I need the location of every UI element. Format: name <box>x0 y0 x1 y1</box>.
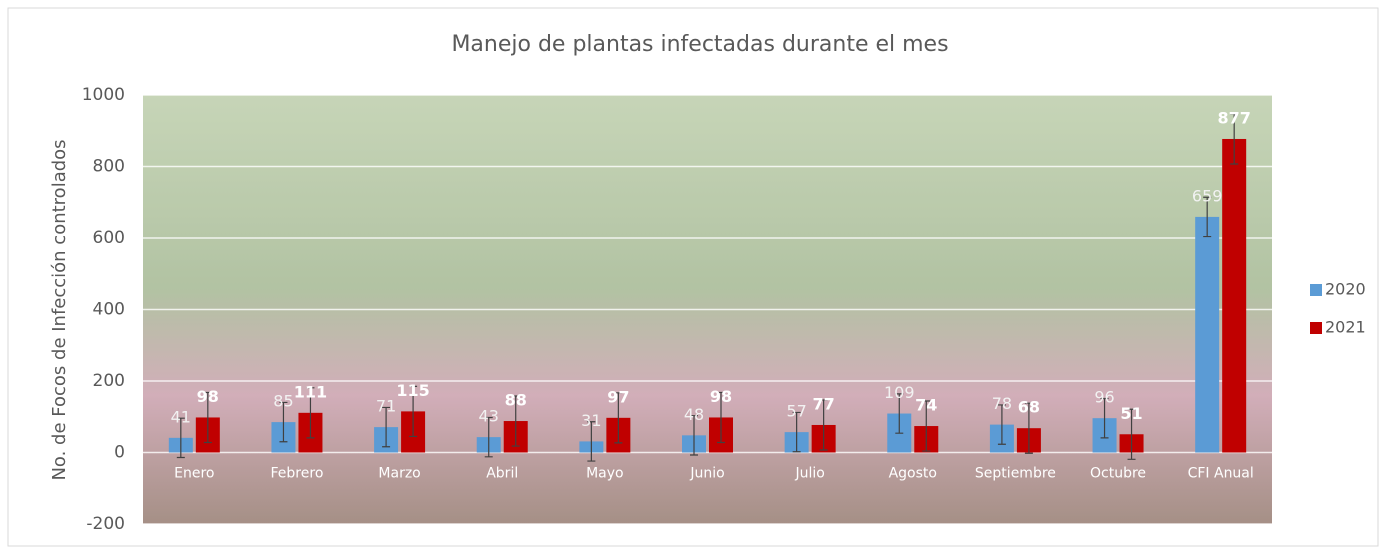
x-tick-label: Junio <box>689 466 724 482</box>
data-label: 48 <box>684 405 704 424</box>
y-tick-label: 1000 <box>82 85 125 105</box>
y-axis-label: No. de Focos de Infección controlados <box>49 139 70 480</box>
data-label: 68 <box>1018 398 1040 417</box>
y-tick-label: 200 <box>93 371 125 391</box>
data-label: 98 <box>710 387 732 406</box>
legend-label: 2021 <box>1325 318 1366 337</box>
x-tick-label: Enero <box>174 466 214 482</box>
data-label: 74 <box>915 396 937 415</box>
data-label: 57 <box>786 402 806 421</box>
y-tick-label: 600 <box>93 228 125 248</box>
data-label: 77 <box>813 394 835 413</box>
data-label: 98 <box>197 387 219 406</box>
x-tick-label: Julio <box>794 466 824 482</box>
data-label: 78 <box>992 394 1012 413</box>
data-label: 111 <box>294 382 327 401</box>
data-label: 51 <box>1120 404 1142 423</box>
x-tick-label: Abril <box>486 466 518 482</box>
data-label: 109 <box>884 383 915 402</box>
x-tick-label: Marzo <box>378 466 420 482</box>
x-tick-label: Agosto <box>889 466 937 482</box>
data-label: 85 <box>273 392 293 411</box>
x-tick-label: Septiembre <box>975 466 1056 482</box>
x-tick-label: CFI Anual <box>1188 466 1254 482</box>
data-label: 96 <box>1094 388 1114 407</box>
y-tick-label: 0 <box>114 443 125 463</box>
data-label: 659 <box>1192 186 1223 205</box>
data-label: 88 <box>505 391 527 410</box>
bar <box>1195 217 1219 453</box>
y-tick-label: -200 <box>86 514 125 534</box>
chart-title: Manejo de plantas infectadas durante el … <box>451 32 948 57</box>
data-label: 31 <box>581 411 601 430</box>
data-label: 115 <box>396 381 429 400</box>
y-tick-label: 400 <box>93 300 125 320</box>
x-tick-label: Febrero <box>271 466 324 482</box>
legend-swatch <box>1310 284 1322 296</box>
bar <box>1222 139 1246 453</box>
chart: Manejo de plantas infectadas durante el … <box>0 0 1386 548</box>
x-tick-label: Mayo <box>586 466 624 482</box>
data-label: 71 <box>376 397 396 416</box>
data-label: 877 <box>1217 108 1250 127</box>
data-label: 43 <box>479 407 499 426</box>
data-label: 97 <box>607 387 629 406</box>
legend-swatch <box>1310 322 1322 334</box>
legend-label: 2020 <box>1325 280 1366 299</box>
x-tick-label: Octubre <box>1090 466 1146 482</box>
data-label: 41 <box>171 407 191 426</box>
y-tick-label: 800 <box>93 157 125 177</box>
